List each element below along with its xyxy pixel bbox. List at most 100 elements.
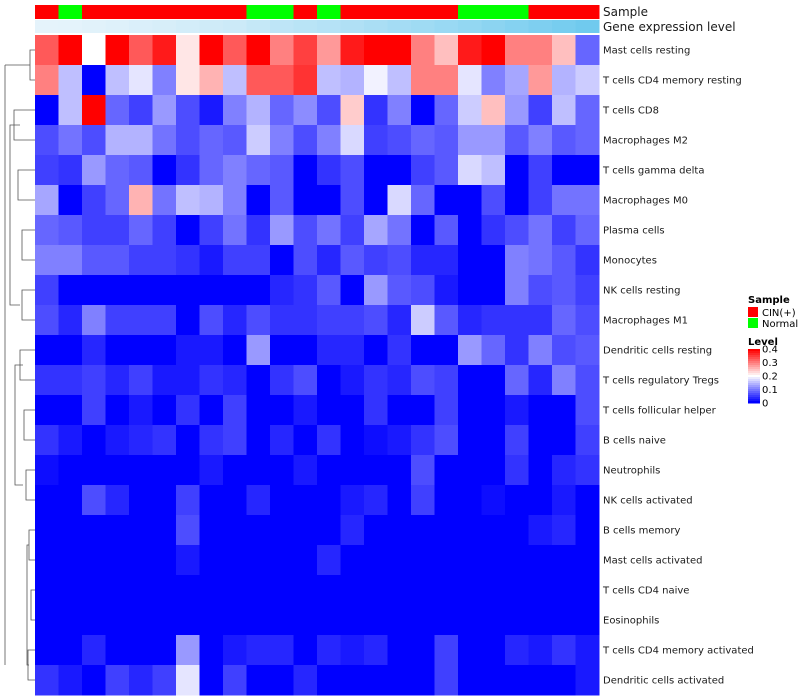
row-label: Macrophages M1 — [603, 316, 688, 327]
heatmap-cell — [552, 155, 576, 186]
heatmap-cell — [246, 395, 271, 426]
heatmap-cell — [340, 395, 365, 426]
heatmap-cell — [340, 485, 365, 516]
heatmap-cell — [411, 665, 435, 696]
heatmap-cell — [505, 605, 529, 636]
heatmap-cell — [575, 485, 600, 516]
heatmap-cell — [317, 65, 341, 96]
heatmap-cell — [246, 485, 271, 516]
heatmap-cell — [246, 575, 271, 606]
heatmap-cell — [58, 485, 83, 516]
heatmap-cell — [340, 335, 365, 366]
heatmap-cell — [293, 155, 318, 186]
heatmap-cell — [129, 215, 153, 246]
heatmap-cell — [387, 305, 412, 336]
heatmap-cell — [340, 515, 365, 546]
heatmap-cell — [223, 65, 247, 96]
heatmap-cell — [528, 275, 553, 306]
sample-annotation-cell — [575, 5, 600, 19]
heatmap-cell — [552, 305, 576, 336]
sample-legend-label: Normal — [762, 319, 798, 330]
sample-annotation-cell — [505, 5, 529, 19]
heatmap-cell — [35, 155, 59, 186]
heatmap-cell — [176, 65, 200, 96]
heatmap-cell — [481, 545, 506, 576]
heatmap-cell — [82, 485, 106, 516]
heatmap-cell — [105, 605, 130, 636]
heatmap-cell — [129, 185, 153, 216]
heatmap-cell — [340, 545, 365, 576]
heatmap-cell — [176, 605, 200, 636]
heatmap-cell — [270, 185, 294, 216]
heatmap-cell — [552, 455, 576, 486]
heatmap-cell — [129, 515, 153, 546]
heatmap-cell — [411, 395, 435, 426]
heatmap-cell — [458, 305, 482, 336]
heatmap-cell — [340, 125, 365, 156]
expression-annotation-cell — [317, 20, 341, 33]
heatmap-cell — [152, 305, 177, 336]
heatmap-cell — [129, 365, 153, 396]
heatmap-cell — [82, 95, 106, 126]
heatmap-cell — [105, 335, 130, 366]
heatmap-cell — [35, 515, 59, 546]
heatmap-cell — [411, 455, 435, 486]
heatmap-cell — [552, 95, 576, 126]
heatmap-cell — [481, 125, 506, 156]
heatmap-cell — [364, 125, 388, 156]
heatmap-cell — [58, 275, 83, 306]
heatmap-cell — [387, 275, 412, 306]
level-gradient-step — [748, 385, 760, 388]
heatmap-cell — [317, 245, 341, 276]
heatmap-cell — [552, 65, 576, 96]
heatmap-cell — [270, 575, 294, 606]
heatmap-cell — [317, 35, 341, 66]
heatmap-cell — [481, 95, 506, 126]
heatmap-cell — [35, 215, 59, 246]
heatmap-cell — [152, 665, 177, 696]
heatmap-cell — [458, 365, 482, 396]
heatmap-cell — [528, 155, 553, 186]
heatmap-cell — [129, 305, 153, 336]
row-label: Dendritic cells activated — [603, 676, 724, 687]
heatmap-cell — [575, 605, 600, 636]
heatmap-cell — [82, 395, 106, 426]
heatmap-cell — [458, 635, 482, 666]
heatmap-cell — [58, 305, 83, 336]
expression-annotation-cell — [411, 20, 435, 33]
heatmap-cell — [199, 35, 224, 66]
heatmap-cell — [293, 95, 318, 126]
heatmap-cell — [364, 275, 388, 306]
heatmap-cell — [387, 155, 412, 186]
heatmap-cell — [129, 95, 153, 126]
heatmap-cell — [364, 515, 388, 546]
heatmap-cell — [458, 605, 482, 636]
heatmap-cell — [105, 275, 130, 306]
heatmap-cell — [199, 155, 224, 186]
heatmap-cell — [58, 155, 83, 186]
heatmap-cell — [434, 215, 459, 246]
heatmap-cell — [575, 95, 600, 126]
heatmap-cell — [505, 485, 529, 516]
sample-track-label: Sample — [603, 5, 648, 19]
dendrogram-branch — [17, 169, 35, 201]
level-gradient-step — [748, 361, 760, 364]
level-tick-label: 0.3 — [762, 358, 778, 369]
heatmap-cell — [364, 335, 388, 366]
heatmap-cell — [528, 455, 553, 486]
heatmap-cell — [246, 65, 271, 96]
level-gradient-step — [748, 359, 760, 362]
heatmap-cell — [528, 575, 553, 606]
heatmap-cell — [411, 245, 435, 276]
heatmap-cell — [458, 335, 482, 366]
expression-annotation-cell — [105, 20, 130, 33]
heatmap-cell — [317, 605, 341, 636]
heatmap-cell — [575, 65, 600, 96]
heatmap-cell — [411, 35, 435, 66]
heatmap-cell — [35, 365, 59, 396]
heatmap-cell — [387, 425, 412, 456]
heatmap-cell — [364, 605, 388, 636]
heatmap-cell — [505, 155, 529, 186]
heatmap-cell — [293, 125, 318, 156]
heatmap-cell — [434, 545, 459, 576]
